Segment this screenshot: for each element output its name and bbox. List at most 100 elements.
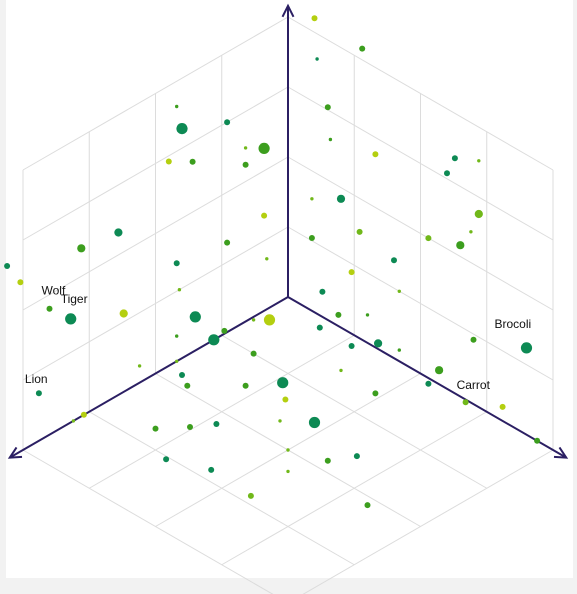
grid-line	[22, 86, 289, 241]
data-point	[324, 457, 331, 464]
data-point	[71, 419, 76, 423]
data-point	[179, 372, 185, 378]
data-point	[175, 359, 179, 363]
point-label: Wolf	[42, 284, 66, 298]
data-point	[520, 342, 533, 354]
data-point	[224, 119, 231, 126]
data-point	[208, 466, 215, 473]
data-point	[456, 241, 465, 250]
data-point	[258, 142, 270, 154]
data-point	[444, 170, 450, 177]
data-point	[263, 314, 276, 326]
grid-line	[287, 86, 554, 241]
data-point	[247, 492, 254, 499]
data-point	[177, 288, 182, 292]
grid-line	[22, 156, 289, 311]
point-label: Brocoli	[495, 317, 532, 331]
data-point	[176, 123, 188, 135]
data-point	[282, 396, 289, 403]
data-point	[77, 244, 86, 253]
data-point	[213, 421, 220, 427]
data-point	[391, 257, 397, 264]
data-point	[324, 104, 331, 111]
data-point	[163, 456, 170, 463]
data-point	[250, 350, 257, 357]
data-point	[242, 161, 249, 168]
data-point	[353, 453, 360, 460]
data-point	[261, 212, 268, 219]
data-point	[359, 45, 366, 52]
data-point	[65, 313, 77, 325]
data-point	[319, 288, 326, 295]
data-point	[137, 364, 142, 368]
grid-line	[22, 449, 274, 594]
axis-layer	[7, 3, 569, 459]
data-point	[17, 279, 24, 286]
data-point	[286, 469, 290, 474]
grid-line	[287, 16, 554, 171]
data-point	[372, 390, 379, 397]
data-point	[221, 327, 228, 334]
data-point	[316, 324, 323, 331]
data-point	[348, 269, 355, 276]
data-point	[189, 158, 196, 165]
data-point	[534, 437, 541, 444]
point-layer	[4, 15, 541, 509]
grid-line	[88, 411, 355, 566]
data-point	[470, 336, 477, 343]
data-point	[425, 380, 432, 387]
data-point	[224, 239, 231, 246]
data-point	[339, 368, 343, 373]
data-point	[435, 366, 444, 375]
grid-line	[221, 411, 488, 566]
data-point	[477, 159, 481, 163]
data-point	[173, 260, 180, 267]
data-point	[277, 377, 289, 389]
data-point	[286, 448, 290, 452]
data-point	[397, 289, 401, 293]
data-point	[189, 311, 201, 323]
point-label: Tiger	[61, 292, 88, 306]
data-point	[374, 339, 383, 348]
data-point	[356, 228, 363, 235]
grid-line	[22, 16, 289, 171]
data-point	[152, 425, 159, 432]
data-point	[365, 313, 370, 317]
data-point	[119, 309, 128, 318]
data-point	[265, 257, 269, 261]
point-label: Lion	[25, 372, 48, 386]
data-point	[348, 343, 355, 349]
data-point	[187, 424, 193, 430]
data-point	[336, 194, 346, 203]
data-point	[364, 502, 371, 509]
y-axis-arrow	[553, 446, 569, 459]
point-label: Carrot	[457, 378, 491, 392]
data-point	[208, 334, 220, 346]
data-point	[46, 305, 53, 312]
data-point	[175, 104, 179, 109]
z-axis-arrow	[281, 3, 295, 18]
data-point	[243, 146, 248, 150]
data-point	[469, 230, 473, 234]
data-point	[80, 411, 87, 418]
data-point	[451, 155, 458, 162]
data-point	[425, 235, 432, 242]
data-point	[311, 15, 318, 22]
data-point	[35, 390, 42, 397]
data-point	[114, 228, 123, 237]
data-point	[397, 348, 401, 352]
grid-layer	[22, 16, 554, 594]
grid-line	[287, 156, 554, 311]
data-point	[499, 403, 506, 410]
grid-line	[302, 449, 554, 594]
data-point	[251, 318, 256, 322]
data-point	[372, 151, 379, 158]
y-axis	[287, 296, 567, 459]
data-point	[462, 399, 469, 406]
x-axis-arrow	[7, 446, 23, 459]
data-point	[474, 209, 483, 219]
data-point	[242, 382, 249, 389]
data-point	[310, 197, 314, 201]
